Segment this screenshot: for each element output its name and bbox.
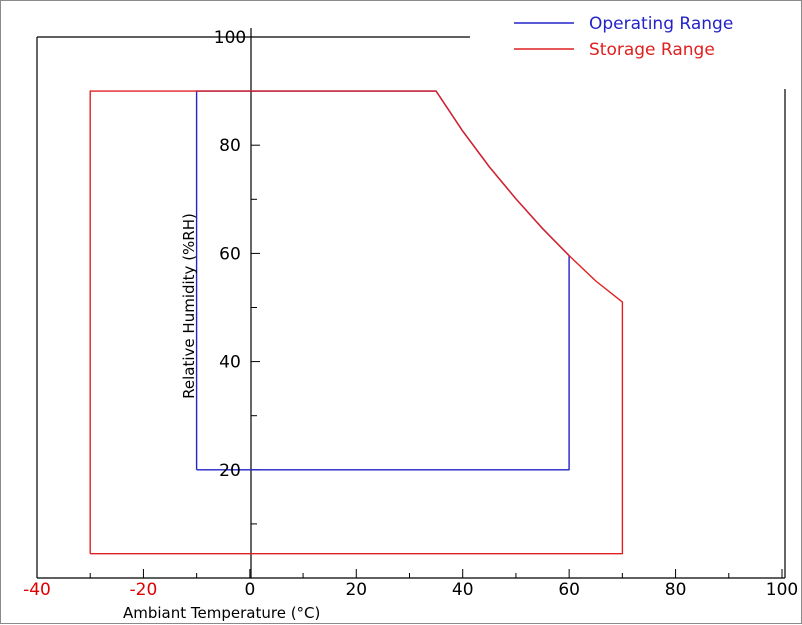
legend-entry: Operating Range [589, 14, 733, 34]
x-axis-label: Ambiant Temperature (°C) [123, 604, 320, 622]
legend: Operating Range Storage Range [514, 14, 733, 60]
x-tick-label: 60 [558, 580, 580, 600]
x-tick-label: -20 [130, 580, 158, 600]
series-layer [89, 90, 624, 555]
x-tick-label: -40 [23, 580, 51, 600]
plot-frame [36, 36, 786, 579]
y-tick-label: 20 [219, 461, 241, 481]
axes [36, 28, 783, 578]
y-tick-label: 100 [214, 28, 246, 48]
y-tick-label: 80 [219, 136, 241, 156]
x-tick-label: 80 [665, 580, 687, 600]
x-tick-label: 0 [244, 580, 255, 600]
x-tick-label: 20 [345, 580, 367, 600]
y-tick-label: 40 [219, 353, 241, 373]
legend-entry: Storage Range [589, 40, 715, 60]
y-tick-label: 60 [219, 244, 241, 264]
tick-labels: -40 -20 0 20 40 60 80 100 20 40 60 80 100 [23, 28, 798, 600]
x-tick-label: 40 [452, 580, 474, 600]
series-storage-range [89, 90, 624, 555]
x-tick-label: 100 [766, 580, 798, 600]
y-axis-label: Relative Humidity (%RH) [180, 213, 198, 399]
series-operating-range [195, 90, 570, 471]
